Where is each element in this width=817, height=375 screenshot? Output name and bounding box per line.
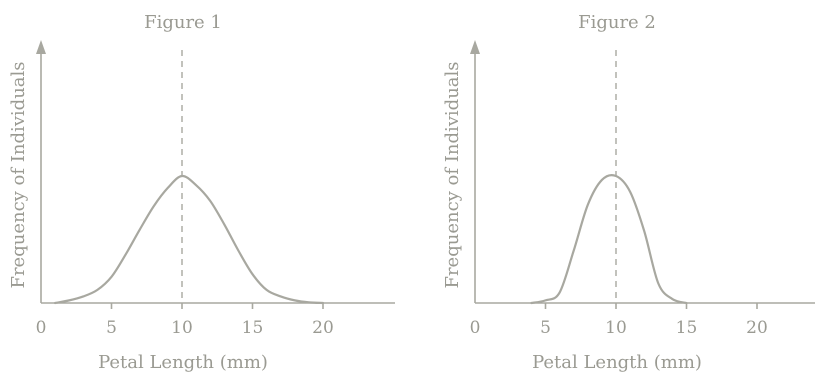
- x-tick-label: 5: [106, 318, 117, 338]
- x-tick-label: 0: [36, 318, 47, 338]
- x-tick-label: 20: [312, 318, 334, 338]
- figure-2-panel: Figure 2 0 5 10 15 20 Petal Length (mm) Frequen…: [442, 12, 815, 373]
- figure-1-panel: Figure 1 0 5 10 15 20 Petal Length (mm) Frequen…: [8, 12, 395, 373]
- x-tick-label: 10: [605, 318, 627, 338]
- chart-title: Figure 1: [144, 12, 222, 33]
- x-tick-label: 15: [242, 318, 264, 338]
- y-axis-arrow: [470, 40, 480, 54]
- x-tick-label: 0: [470, 318, 481, 338]
- y-axis-title: Frequency of Individuals: [8, 61, 29, 288]
- x-tick-label: 15: [676, 318, 698, 338]
- x-tick-label: 20: [746, 318, 768, 338]
- x-axis-title: Petal Length (mm): [98, 352, 268, 373]
- chart-title: Figure 2: [578, 12, 656, 33]
- distribution-curve: [54, 174, 325, 305]
- y-axis-title: Frequency of Individuals: [442, 61, 463, 288]
- distribution-curve: [530, 174, 688, 305]
- y-axis-arrow: [36, 40, 46, 54]
- x-tick-label: 10: [171, 318, 193, 338]
- x-tick-label: 5: [540, 318, 551, 338]
- x-axis-title: Petal Length (mm): [532, 352, 702, 373]
